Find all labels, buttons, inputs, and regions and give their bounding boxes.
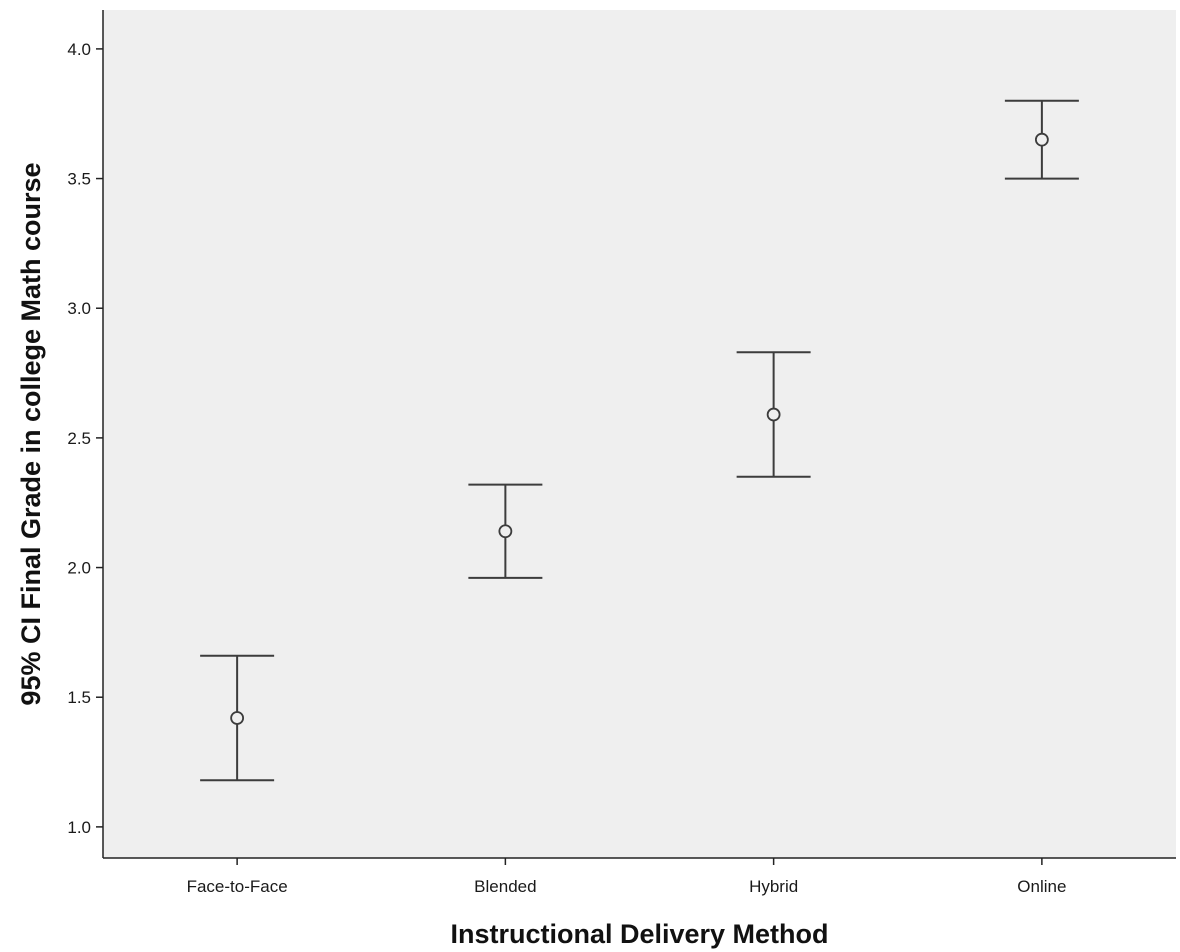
x-tick-label: Online xyxy=(1017,877,1066,896)
y-tick-label: 4.0 xyxy=(67,40,91,59)
error-bar-group xyxy=(200,654,275,782)
error-bars xyxy=(200,99,1079,782)
mean-marker xyxy=(498,524,513,539)
x-tick-label: Face-to-Face xyxy=(187,877,288,896)
y-tick-label: 1.0 xyxy=(67,818,91,837)
plot-area xyxy=(103,10,1176,858)
mean-marker xyxy=(1034,132,1049,147)
error-bar-group xyxy=(468,483,543,579)
error-bar-group xyxy=(736,351,811,478)
y-axis-title: 95% CI Final Grade in college Math cours… xyxy=(16,162,46,705)
x-axis-title: Instructional Delivery Method xyxy=(450,919,828,949)
error-bar-group xyxy=(1004,99,1079,180)
y-tick-label: 3.0 xyxy=(67,299,91,318)
x-tick-label: Blended xyxy=(474,877,536,896)
mean-marker xyxy=(230,711,245,725)
x-tick-label: Hybrid xyxy=(749,877,798,896)
y-tick-label: 1.5 xyxy=(67,688,91,707)
y-tick-label: 2.0 xyxy=(67,559,91,578)
x-axis-ticks: Face-to-Face Blended Hybrid Online xyxy=(187,858,1066,896)
y-tick-label: 2.5 xyxy=(67,429,91,448)
y-axis-ticks: 1.0 1.5 2.0 2.5 3.0 3.5 4.0 xyxy=(67,40,103,837)
y-tick-label: 3.5 xyxy=(67,170,91,189)
mean-marker xyxy=(766,407,781,422)
